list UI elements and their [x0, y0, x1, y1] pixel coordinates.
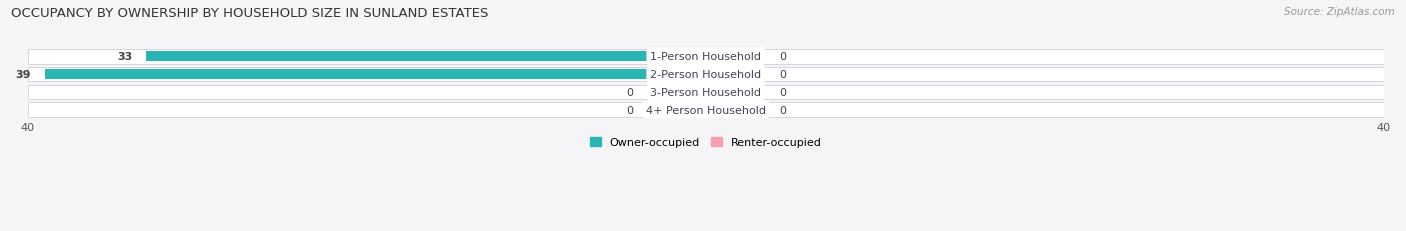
Text: 4+ Person Household: 4+ Person Household	[645, 105, 766, 115]
Text: 2-Person Household: 2-Person Household	[651, 70, 762, 80]
Text: OCCUPANCY BY OWNERSHIP BY HOUSEHOLD SIZE IN SUNLAND ESTATES: OCCUPANCY BY OWNERSHIP BY HOUSEHOLD SIZE…	[11, 7, 489, 20]
Bar	[28, 85, 1384, 100]
Text: 0: 0	[779, 105, 786, 115]
Bar	[706, 52, 765, 62]
Text: 0: 0	[779, 70, 786, 80]
Text: 1-Person Household: 1-Person Household	[651, 52, 762, 62]
Bar	[647, 87, 706, 97]
Bar	[706, 70, 765, 80]
Bar	[28, 103, 1384, 117]
Bar	[28, 67, 1384, 82]
Text: 3-Person Household: 3-Person Household	[651, 88, 762, 97]
Text: 0: 0	[626, 88, 633, 97]
Legend: Owner-occupied, Renter-occupied: Owner-occupied, Renter-occupied	[585, 133, 827, 152]
Bar	[706, 105, 765, 115]
Bar	[28, 50, 1384, 64]
Text: 0: 0	[626, 105, 633, 115]
Bar	[146, 52, 706, 62]
Text: Source: ZipAtlas.com: Source: ZipAtlas.com	[1284, 7, 1395, 17]
Text: 0: 0	[779, 88, 786, 97]
Bar	[706, 87, 765, 97]
Bar	[647, 105, 706, 115]
Text: 39: 39	[15, 70, 31, 80]
Bar	[45, 70, 706, 80]
Text: 33: 33	[118, 52, 134, 62]
Text: 0: 0	[779, 52, 786, 62]
